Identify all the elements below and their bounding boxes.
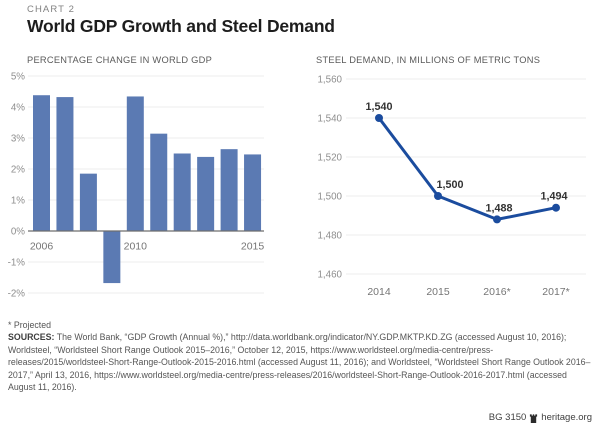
gdp-bar xyxy=(150,133,168,231)
steel-point xyxy=(552,203,560,212)
x-tick-label: 2014 xyxy=(367,286,391,298)
steel-point xyxy=(493,215,501,224)
gdp-bar-chart: 5% 4% 3% 2% 1% 0% -1% -2% 2006 2010 2015 xyxy=(8,71,265,299)
y-tick-label: 0% xyxy=(11,226,25,237)
steel-point xyxy=(375,114,383,122)
x-tick-label: 2006 xyxy=(30,241,54,253)
y-tick-label: 1,560 xyxy=(317,74,342,85)
footer-brand: BG 3150 heritage.org xyxy=(489,412,592,423)
heritage-tower-icon xyxy=(530,413,538,423)
y-tick-label: 1,540 xyxy=(317,113,342,124)
gdp-bar xyxy=(33,95,50,231)
page-title: World GDP Growth and Steel Demand xyxy=(27,16,335,36)
y-tick-label: 3% xyxy=(11,133,25,144)
x-tick-label: 2016* xyxy=(483,286,510,298)
point-label: 1,500 xyxy=(436,179,463,191)
chart-kicker: CHART 2 xyxy=(27,4,76,15)
steel-demand-line xyxy=(377,117,557,221)
point-label: 1,540 xyxy=(365,101,392,113)
x-tick-label: 2017* xyxy=(542,286,569,298)
y-tick-label: 2% xyxy=(11,164,25,175)
steel-line-chart: 1,560 1,540 1,520 1,500 1,480 1,460 1,540 1,500… xyxy=(317,74,586,298)
footnote-sources: * Projected SOURCES: The World Bank, “GD… xyxy=(8,319,593,393)
y-tick-label: 5% xyxy=(11,71,25,82)
y-tick-label: 1,460 xyxy=(317,269,342,280)
gdp-bar xyxy=(244,154,262,231)
document-id: BG 3150 xyxy=(488,412,527,423)
y-tick-label: 4% xyxy=(11,102,25,113)
point-label: 1,494 xyxy=(540,191,567,203)
sources-text: The World Bank, “GDP Growth (Annual %),”… xyxy=(8,332,591,393)
y-tick-label: 1% xyxy=(11,195,25,206)
gdp-bar xyxy=(103,231,121,284)
x-tick-label: 2010 xyxy=(124,241,148,253)
site-link[interactable]: heritage.org xyxy=(541,412,592,423)
y-tick-label: 1,520 xyxy=(317,152,342,163)
gdp-bar xyxy=(126,96,144,232)
y-tick-label: 1,480 xyxy=(317,230,342,241)
sources-label: SOURCES: xyxy=(8,332,55,343)
x-tick-label: 2015 xyxy=(426,286,450,298)
gdp-bar xyxy=(173,153,191,231)
gdp-bar xyxy=(56,97,74,231)
steel-point xyxy=(434,192,442,200)
steel-chart-subtitle: STEEL DEMAND, IN MILLIONS OF METRIC TONS xyxy=(316,55,541,65)
x-tick-label: 2015 xyxy=(241,241,265,253)
y-tick-label: 1,500 xyxy=(317,191,342,202)
gdp-chart-subtitle: PERCENTAGE CHANGE IN WORLD GDP xyxy=(27,55,213,65)
y-tick-label: -2% xyxy=(8,288,26,299)
y-tick-label: -1% xyxy=(8,257,26,268)
gdp-bar xyxy=(197,156,215,231)
point-label: 1,488 xyxy=(485,202,512,214)
gdp-bar xyxy=(220,149,238,231)
projected-footnote: * Projected xyxy=(8,320,52,330)
gdp-bar xyxy=(79,173,97,231)
sources-paragraph: SOURCES: The World Bank, “GDP Growth (An… xyxy=(8,331,593,393)
